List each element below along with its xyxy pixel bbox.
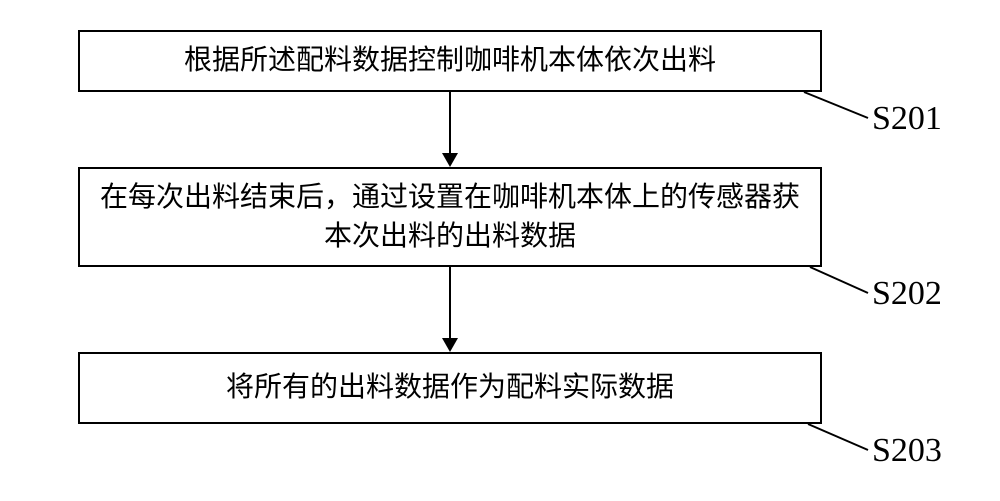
step-box-s202: 在每次出料结束后，通过设置在咖啡机本体上的传感器获本次出料的出料数据 — [78, 167, 822, 267]
arrow-head-1 — [442, 338, 458, 352]
arrow-line-1 — [449, 267, 451, 338]
step-box-s201: 根据所述配料数据控制咖啡机本体依次出料 — [78, 30, 822, 92]
step-text: 在每次出料结束后，通过设置在咖啡机本体上的传感器获本次出料的出料数据 — [90, 178, 810, 256]
step-text: 将所有的出料数据作为配料实际数据 — [226, 368, 674, 407]
step-box-s203: 将所有的出料数据作为配料实际数据 — [78, 352, 822, 424]
step-label-s202: S202 — [872, 275, 942, 313]
flowchart-canvas: 根据所述配料数据控制咖啡机本体依次出料 S201 在每次出料结束后，通过设置在咖啡机… — [0, 0, 1000, 501]
step-label-s201: S201 — [872, 100, 942, 138]
arrow-head-0 — [442, 153, 458, 167]
step-label-s203: S203 — [872, 432, 942, 470]
step-text: 根据所述配料数据控制咖啡机本体依次出料 — [184, 41, 716, 80]
arrow-line-0 — [449, 92, 451, 153]
